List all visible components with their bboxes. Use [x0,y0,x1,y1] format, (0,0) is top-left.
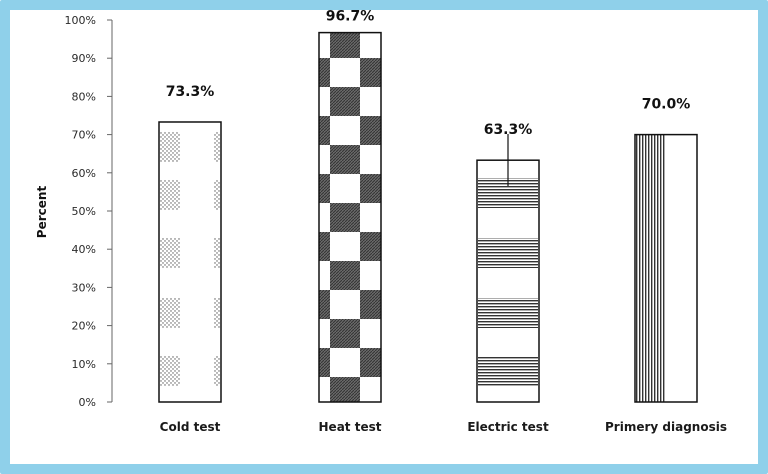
y-tick-label: 10% [72,358,96,371]
y-tick-label: 0% [79,396,96,409]
y-tick-label: 60% [72,167,96,180]
bar-texture [160,238,180,268]
category-label: Cold test [160,420,221,434]
bar-texture [214,238,220,268]
bar-2 [318,31,382,403]
y-tick-label: 40% [72,243,96,256]
bar-outline [158,121,222,403]
data-label: 73.3% [166,84,215,100]
bar-texture [214,132,220,162]
y-axis: 0% 10% 20% 30% 40% 50% 60% 70% 80% 90% 100% Percent [35,14,113,409]
category-label: Primery diagnosis [605,420,727,434]
y-tick-label: 30% [72,281,96,294]
bar-texture [160,356,180,386]
bar-4 [634,133,698,403]
data-label: 63.3% [484,122,533,138]
category-label: Electric test [467,420,549,434]
category-label: Heat test [319,420,382,434]
bar-outline [634,133,698,403]
bar-3 [476,159,540,403]
y-tick-label: 50% [72,205,96,218]
data-label: 70.0% [642,97,691,113]
y-tick-label: 20% [72,320,96,333]
bar-texture [160,132,180,162]
bar-texture [160,180,180,210]
bar-texture [214,298,220,328]
bar-texture [214,180,220,210]
bar-texture [478,298,538,328]
bar-1 [158,121,222,403]
y-axis-title: Percent [35,186,49,239]
labels: 73.3% Cold test 96.7% Heat test 63.3% Electri… [160,9,727,434]
y-tick-label: 90% [72,52,96,65]
bar-texture [160,298,180,328]
bar-texture [478,238,538,268]
y-tick-label: 100% [65,14,96,27]
bar-fill [319,32,381,403]
data-label: 96.7% [326,9,375,25]
bar-texture [478,356,538,386]
bars [158,31,698,403]
bar-texture [214,356,220,386]
y-tick-label: 70% [72,129,96,142]
bar-texture [635,134,666,402]
bar-outline [318,31,382,403]
y-tick-label: 80% [72,90,96,103]
